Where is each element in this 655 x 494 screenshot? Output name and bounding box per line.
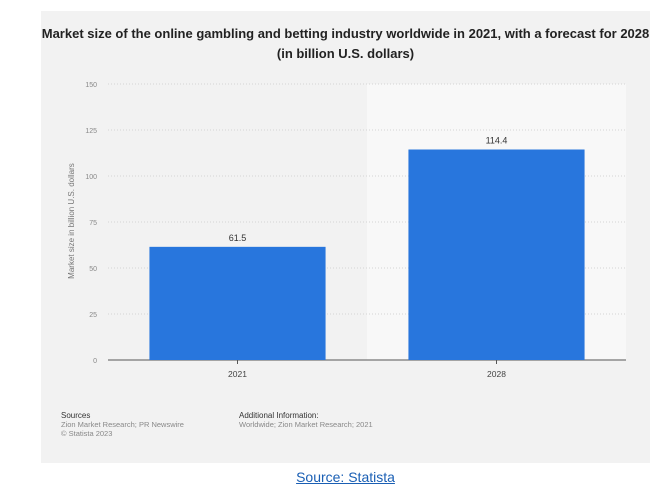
bar-2028[interactable] [408, 149, 585, 360]
sources-line-2: © Statista 2023 [61, 429, 113, 438]
chart-title: Market size of the online gambling and b… [41, 26, 650, 61]
y-tick-label: 75 [89, 220, 97, 227]
y-tick-label: 25 [89, 312, 97, 319]
y-tick-label: 0 [93, 358, 97, 365]
y-tick-label: 100 [85, 174, 97, 181]
additional-info-text: Worldwide; Zion Market Research; 2021 [239, 420, 373, 429]
y-axis-label: Market size in billion U.S. dollars [67, 163, 76, 279]
sources-line-1: Zion Market Research; PR Newswire [61, 420, 184, 429]
y-tick-label: 50 [89, 266, 97, 273]
additional-info-block: Additional Information: Worldwide; Zion … [239, 411, 373, 429]
x-tick-label: 2028 [487, 369, 506, 379]
sources-block: Sources Zion Market Research; PR Newswir… [61, 411, 184, 438]
y-tick-label: 150 [85, 82, 97, 89]
data-label: 61.5 [229, 233, 247, 243]
y-tick-label: 125 [85, 128, 97, 135]
sources-heading: Sources [61, 411, 91, 420]
x-tick-label: 2021 [228, 369, 247, 379]
source-link[interactable]: Source: Statista [296, 469, 395, 485]
data-label: 114.4 [486, 136, 508, 146]
bar-2021[interactable] [149, 246, 326, 360]
additional-info-heading: Additional Information: [239, 411, 319, 420]
